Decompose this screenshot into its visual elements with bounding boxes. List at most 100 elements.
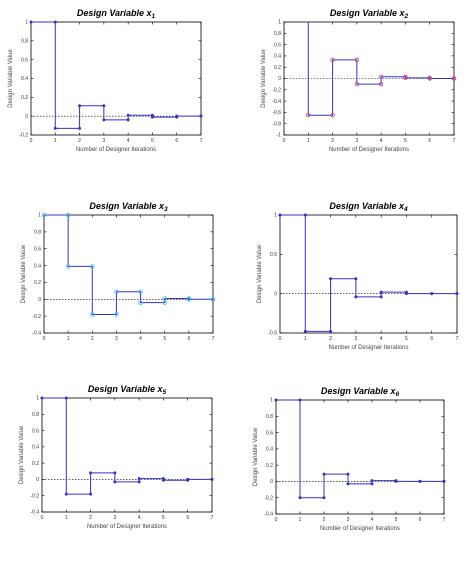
x-tick-label: 6 bbox=[186, 515, 189, 521]
data-point-marker bbox=[137, 477, 141, 481]
data-point-marker bbox=[114, 289, 119, 294]
y-tick-label: 0.4 bbox=[21, 76, 28, 82]
data-point-marker bbox=[102, 104, 106, 108]
y-tick-label: 0.4 bbox=[266, 447, 273, 453]
data-point-marker bbox=[186, 477, 190, 481]
data-point-marker bbox=[162, 300, 167, 305]
data-point-marker bbox=[427, 76, 432, 81]
x-tick-label: 2 bbox=[91, 336, 94, 342]
data-point-marker bbox=[210, 477, 214, 481]
data-point-marker bbox=[138, 289, 143, 294]
x-tick-label: 4 bbox=[380, 336, 383, 342]
data-point-marker bbox=[78, 104, 82, 108]
data-point-marker bbox=[89, 492, 93, 496]
data-point-marker bbox=[430, 292, 434, 296]
plot-title: Design Variable x1 bbox=[77, 8, 156, 20]
x-tick-label: 4 bbox=[138, 515, 141, 521]
y-tick-label: 0 bbox=[270, 479, 273, 485]
data-point-marker bbox=[330, 113, 335, 118]
x-tick-label: 0 bbox=[279, 336, 282, 342]
plot-frame bbox=[279, 214, 458, 334]
y-tick-label: 0.4 bbox=[32, 445, 39, 451]
y-tick-label: 0.4 bbox=[274, 54, 281, 60]
plot-title-main: Design Variable x bbox=[88, 384, 164, 394]
y-tick-label: 0.8 bbox=[274, 31, 281, 37]
data-point-marker bbox=[322, 472, 326, 476]
data-point-marker bbox=[53, 126, 57, 130]
data-point-marker bbox=[65, 212, 71, 218]
subplot-6: Design Variable x6-0.4-0.200.20.40.60.81… bbox=[253, 386, 446, 532]
y-tick-label: 0.5 bbox=[270, 252, 277, 258]
data-point-marker bbox=[65, 264, 71, 269]
data-point-marker bbox=[451, 76, 457, 81]
y-tick-label: 0.4 bbox=[34, 263, 41, 269]
plot-title-main: Design Variable x bbox=[77, 8, 153, 18]
y-tick-label: -0.2 bbox=[264, 495, 273, 501]
y-tick-label: 0.2 bbox=[266, 463, 273, 469]
data-point-marker bbox=[175, 114, 179, 118]
data-point-marker bbox=[403, 75, 408, 81]
y-tick-label: 0.6 bbox=[274, 42, 281, 48]
y-tick-label: -1 bbox=[277, 133, 282, 139]
y-tick-label: -0.5 bbox=[268, 331, 277, 337]
step-series-line bbox=[280, 214, 457, 332]
data-point-marker bbox=[404, 292, 408, 296]
x-tick-label: 6 bbox=[175, 138, 178, 144]
y-tick-label: 1 bbox=[36, 396, 39, 402]
data-point-marker bbox=[278, 213, 282, 217]
y-tick-label: 0 bbox=[274, 291, 277, 297]
data-point-marker bbox=[102, 118, 106, 122]
y-tick-label: 0 bbox=[25, 114, 28, 120]
plot-frame bbox=[41, 397, 213, 513]
x-tick-label: 7 bbox=[211, 515, 214, 521]
y-tick-label: 1 bbox=[274, 213, 277, 219]
x-tick-label: 2 bbox=[331, 138, 334, 144]
y-tick-label: 0.2 bbox=[32, 461, 39, 467]
x-tick-label: 1 bbox=[65, 515, 68, 521]
x-tick-label: 3 bbox=[113, 515, 116, 521]
subplot-3: Design Variable x3-0.4-0.200.20.40.60.81… bbox=[21, 201, 216, 342]
data-point-marker bbox=[329, 277, 333, 281]
data-point-marker bbox=[303, 213, 307, 217]
y-tick-label: -0.2 bbox=[19, 133, 28, 139]
y-tick-label: 1 bbox=[270, 398, 273, 404]
x-tick-label: 0 bbox=[41, 515, 44, 521]
y-tick-label: -0.2 bbox=[32, 314, 41, 320]
y-tick-label: -0.2 bbox=[30, 493, 39, 499]
x-tick-label: 2 bbox=[78, 138, 81, 144]
data-point-marker bbox=[455, 292, 459, 296]
x-tick-label: 1 bbox=[304, 336, 307, 342]
x-tick-label: 4 bbox=[371, 517, 374, 523]
x-tick-label: 7 bbox=[200, 138, 203, 144]
x-axis-label: Number of Designer Iterations bbox=[329, 147, 409, 153]
data-point-marker bbox=[53, 20, 57, 24]
plot-title-main: Design Variable x bbox=[329, 201, 405, 211]
x-tick-label: 0 bbox=[43, 336, 46, 342]
x-tick-label: 6 bbox=[430, 336, 433, 342]
data-point-marker bbox=[40, 396, 44, 400]
y-tick-label: 0.6 bbox=[266, 430, 273, 436]
y-tick-label: 1 bbox=[38, 213, 41, 219]
x-tick-label: 0 bbox=[275, 517, 278, 523]
x-tick-label: 1 bbox=[307, 138, 310, 144]
x-tick-label: 5 bbox=[395, 517, 398, 523]
step-series-line bbox=[307, 22, 454, 116]
x-tick-label: 3 bbox=[115, 336, 118, 342]
data-point-marker bbox=[379, 290, 383, 294]
step-series-line bbox=[42, 397, 212, 495]
data-point-marker bbox=[370, 482, 374, 486]
x-tick-label: 0 bbox=[30, 138, 33, 144]
data-point-marker bbox=[354, 277, 358, 281]
y-axis-label: Design Variable Value bbox=[21, 244, 27, 303]
y-tick-label: -0.2 bbox=[272, 88, 281, 94]
data-point-marker bbox=[442, 479, 446, 483]
x-axis-label: Number of Designer Iterations bbox=[76, 147, 156, 153]
data-point-marker bbox=[346, 482, 350, 486]
y-tick-label: 0.8 bbox=[32, 412, 39, 418]
x-tick-label: 7 bbox=[456, 336, 459, 342]
data-point-marker bbox=[29, 20, 33, 24]
y-tick-label: 0.8 bbox=[266, 414, 273, 420]
y-tick-label: 0.6 bbox=[21, 57, 28, 63]
x-tick-label: 6 bbox=[428, 138, 431, 144]
